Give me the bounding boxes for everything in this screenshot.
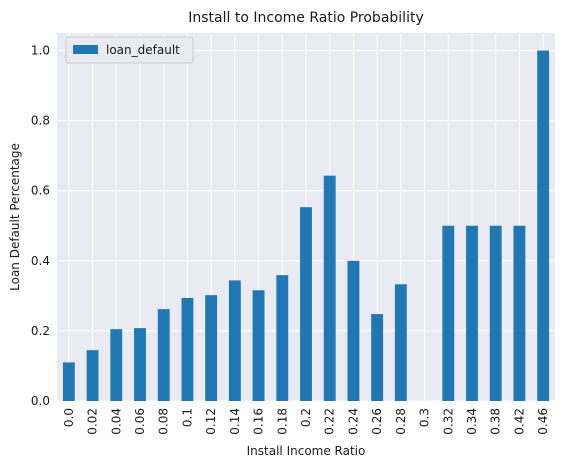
x-tick-label: 0.14 <box>228 408 242 435</box>
x-tick-label: 0.04 <box>109 408 123 435</box>
x-tick-label: 0.3 <box>418 408 432 427</box>
bar-0.06 <box>134 328 146 401</box>
x-tick-label: 0.28 <box>394 408 408 435</box>
bar-0.38 <box>489 225 502 401</box>
bar-0.14 <box>228 280 241 401</box>
bar-0.16 <box>252 290 265 401</box>
legend-swatch <box>73 45 98 54</box>
legend-box <box>65 36 194 64</box>
x-tick-label: 0.26 <box>370 408 384 435</box>
x-tick-label: 0.02 <box>86 408 100 435</box>
x-tick-label: 0.06 <box>133 408 147 435</box>
x-tick-label: 0.22 <box>323 408 337 435</box>
y-axis-label: Loan Default Percentage <box>8 143 22 291</box>
bar-0.32 <box>442 225 455 401</box>
x-tick-labels: 0.0 0.02 0.04 0.06 0.08 0.1 0.12 0.14 0.16 0.18 0.… <box>62 408 550 435</box>
bar-0.34 <box>466 225 478 401</box>
x-tick-label: 0.24 <box>346 408 360 435</box>
y-tick-labels: 0.0 0.2 0.4 0.6 0.8 1.0 <box>31 44 50 408</box>
bar-0.12 <box>205 295 218 401</box>
y-tick-label: 1.0 <box>31 44 50 58</box>
bar-0.18 <box>276 275 289 401</box>
bar-0.28 <box>394 284 407 401</box>
x-tick-label: 0.32 <box>441 408 455 435</box>
bar-0.22 <box>323 175 336 401</box>
y-tick-label: 0.0 <box>31 394 50 408</box>
x-tick-label: 0.42 <box>512 408 526 435</box>
y-tick-label: 0.6 <box>31 184 50 198</box>
x-tick-label: 0.2 <box>299 408 313 427</box>
bar-0.26 <box>371 314 384 401</box>
bar-0.02 <box>86 350 99 401</box>
legend: loan_default <box>65 36 194 64</box>
x-tick-label: 0.16 <box>252 408 266 435</box>
legend-label: loan_default <box>106 43 180 57</box>
x-tick-label: 0.18 <box>275 408 289 435</box>
x-tick-label: 0.12 <box>204 408 218 435</box>
x-tick-label: 0.1 <box>180 408 194 427</box>
y-tick-label: 0.4 <box>31 254 50 268</box>
x-tick-label: 0.38 <box>489 408 503 435</box>
bar-0.2 <box>300 207 312 401</box>
bar-0.46 <box>537 50 550 402</box>
bars <box>62 50 550 402</box>
bar-0.0 <box>62 362 75 401</box>
bar-0.24 <box>347 260 360 401</box>
x-tick-label: 0.08 <box>157 408 171 435</box>
bar-0.1 <box>181 297 194 401</box>
x-tick-label: 0.46 <box>536 408 550 435</box>
x-tick-label: 0.34 <box>465 408 479 435</box>
chart-title: Install to Income Ratio Probability <box>188 10 423 26</box>
y-tick-label: 0.8 <box>31 114 50 128</box>
x-axis-label: Install Income Ratio <box>247 444 366 458</box>
y-tick-label: 0.2 <box>31 324 50 338</box>
x-tick-label: 0.0 <box>62 408 76 427</box>
bar-0.42 <box>513 225 526 401</box>
bar-0.04 <box>110 329 123 401</box>
bar-0.08 <box>157 309 170 401</box>
